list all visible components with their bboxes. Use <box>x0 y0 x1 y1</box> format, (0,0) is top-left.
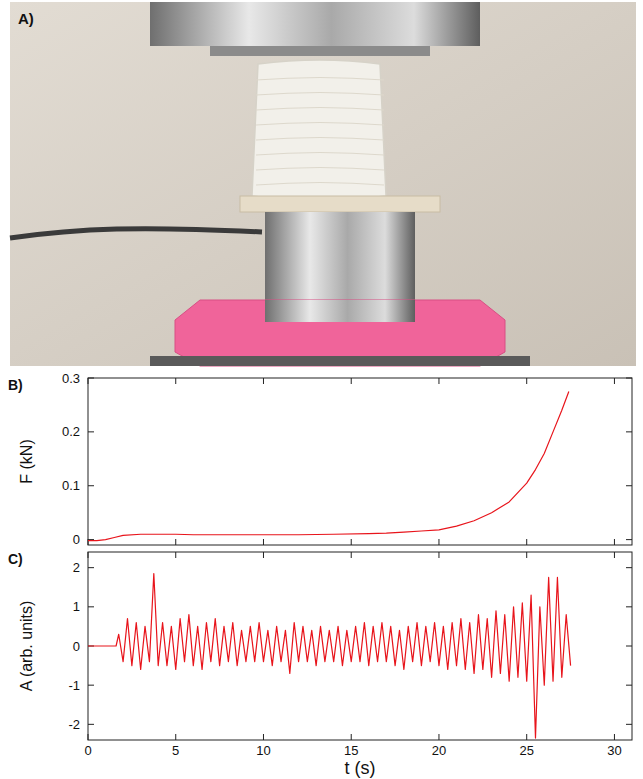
y-tick-right <box>626 567 632 568</box>
y-tick-label: 0.1 <box>62 478 80 493</box>
x-tick-label: 10 <box>256 743 270 758</box>
upper-platen <box>150 2 480 46</box>
figure: A) 0 0.1 0.2 0.3 F (kN) B) 0 5 10 15 20 25 30 -2 -1 0 1 2 A… <box>0 0 643 779</box>
x-tick <box>614 539 615 545</box>
foam-sample <box>252 60 386 200</box>
data-line <box>88 391 569 540</box>
photo: A) <box>10 2 636 366</box>
y-axis-title: F (kN) <box>18 439 35 483</box>
y-tick-label: 0 <box>73 639 80 654</box>
y-tick <box>88 724 94 725</box>
x-tick-top <box>263 378 264 384</box>
data-line <box>88 574 571 739</box>
photo-background <box>10 2 636 366</box>
x-tick-top <box>88 378 89 384</box>
y-tick-right <box>626 685 632 686</box>
panel: 0 5 10 15 20 25 30 -2 -1 0 1 2 A (arb. units) t (s) C) <box>8 551 632 778</box>
x-tick-top <box>175 552 176 558</box>
y-tick <box>88 431 94 432</box>
y-axis-title: A (arb. units) <box>18 601 35 692</box>
cylinder-foot <box>265 300 415 322</box>
foam-layer <box>256 78 384 81</box>
upper-platen-rim <box>210 46 430 56</box>
panel-label: A) <box>18 10 34 27</box>
y-tick-label: 0 <box>73 532 80 547</box>
x-tick-label: 25 <box>519 743 533 758</box>
foam-layer <box>256 138 384 141</box>
y-tick-right <box>626 724 632 725</box>
y-tick-right <box>626 646 632 647</box>
x-tick-top <box>438 552 439 558</box>
plot-frame <box>88 378 632 545</box>
x-tick-label: 5 <box>172 743 179 758</box>
x-tick-top <box>526 378 527 384</box>
y-tick-right <box>626 539 632 540</box>
y-tick-label: -1 <box>68 678 80 693</box>
x-tick-label: 0 <box>84 743 91 758</box>
lower-platen <box>150 356 530 366</box>
x-tick <box>175 539 176 545</box>
x-tick <box>88 734 89 740</box>
y-tick-label: -2 <box>68 717 80 732</box>
foam-layer <box>256 93 384 96</box>
sample-plate <box>240 196 440 212</box>
x-tick-top <box>88 552 89 558</box>
y-tick-right <box>626 378 632 379</box>
x-tick-label: 15 <box>344 743 358 758</box>
x-tick <box>263 734 264 740</box>
data-group <box>88 391 569 540</box>
x-tick <box>526 734 527 740</box>
panel-label: B) <box>8 377 23 393</box>
plot-frame <box>88 552 632 740</box>
x-tick-label: 20 <box>432 743 446 758</box>
x-tick <box>526 539 527 545</box>
foam-layer <box>256 108 384 111</box>
x-tick <box>438 734 439 740</box>
y-tick-right <box>626 431 632 432</box>
y-tick-label: 1 <box>73 599 80 614</box>
x-tick-top <box>614 552 615 558</box>
foam-layer <box>256 183 384 186</box>
x-tick <box>438 539 439 545</box>
y-tick <box>88 685 94 686</box>
panel: 0 0.1 0.2 0.3 F (kN) B) <box>8 371 632 548</box>
y-tick-label: 0.2 <box>62 424 80 439</box>
y-tick-label: 0.3 <box>62 371 80 386</box>
y-tick <box>88 606 94 607</box>
foam-layer <box>256 153 384 156</box>
x-tick-top <box>526 552 527 558</box>
foam-layer <box>256 168 384 171</box>
x-tick-top <box>263 552 264 558</box>
data-group <box>88 574 571 739</box>
x-tick <box>175 734 176 740</box>
x-tick <box>351 734 352 740</box>
cable <box>10 229 262 238</box>
y-tick <box>88 485 94 486</box>
x-tick-label: 30 <box>607 743 621 758</box>
x-tick-top <box>175 378 176 384</box>
y-tick-label: 2 <box>73 560 80 575</box>
y-tick <box>88 539 94 540</box>
x-tick <box>263 539 264 545</box>
x-tick-top <box>351 378 352 384</box>
y-tick-right <box>626 485 632 486</box>
x-tick <box>614 734 615 740</box>
y-tick <box>88 378 94 379</box>
x-tick <box>351 539 352 545</box>
x-tick-top <box>614 378 615 384</box>
y-tick-right <box>626 606 632 607</box>
x-axis-title: t (s) <box>345 758 376 778</box>
x-tick-top <box>351 552 352 558</box>
foam-layer <box>256 123 384 126</box>
x-tick-top <box>438 378 439 384</box>
panel-label: C) <box>8 551 23 567</box>
y-tick <box>88 567 94 568</box>
